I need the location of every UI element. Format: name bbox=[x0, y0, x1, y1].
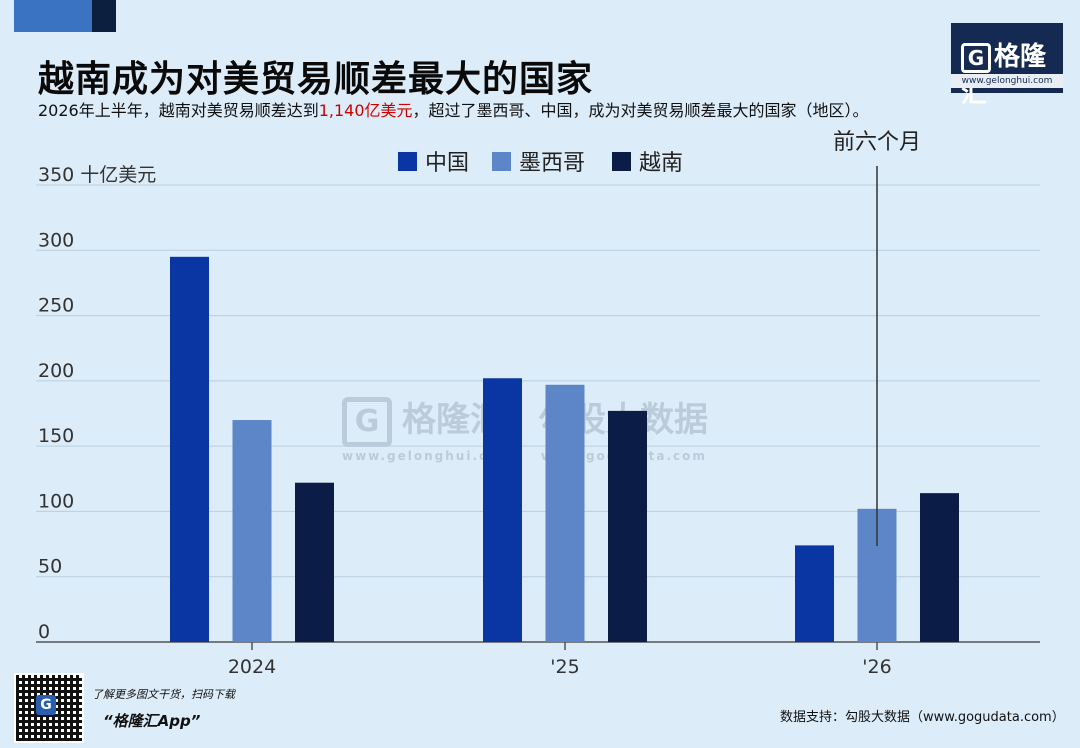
legend-swatch-墨西哥 bbox=[492, 152, 511, 171]
x-tick-label: '25 bbox=[550, 656, 579, 678]
y-tick-label: 300 bbox=[38, 229, 74, 251]
y-tick-label: 200 bbox=[38, 360, 74, 382]
y-tick-label: 100 bbox=[38, 490, 74, 512]
annotation-label: 前六个月 bbox=[833, 130, 921, 155]
y-tick-label: 50 bbox=[38, 556, 62, 578]
gelonghui-logo: G 格隆汇 www.gelonghui.com bbox=[951, 23, 1063, 109]
legend-label-中国: 中国 bbox=[425, 151, 469, 176]
bar-中国-'26 bbox=[795, 545, 834, 642]
bar-chart: 0 50 100 150 200 250 300 350 十亿美元 2024 '25 '26 中国 墨西… bbox=[36, 130, 1040, 678]
watermark-g-icon: G bbox=[342, 396, 392, 447]
x-tick-label: 2024 bbox=[228, 656, 276, 678]
bar-墨西哥-2024 bbox=[232, 420, 272, 642]
bar-墨西哥-'25 bbox=[545, 384, 585, 642]
bar-越南-'26 bbox=[920, 493, 959, 642]
x-tick-label: '26 bbox=[862, 656, 891, 678]
y-tick-label: 0 bbox=[38, 621, 50, 643]
page-title: 越南成为对美贸易顺差最大的国家 bbox=[38, 59, 594, 100]
data-source: 数据支持：勾股大数据（www.gogudata.com） bbox=[780, 710, 1065, 725]
legend-swatch-中国 bbox=[398, 152, 417, 171]
subtitle-text-end: ，超过了墨西哥、中国，成为对美贸易顺差最大的国家（地区）。 bbox=[412, 101, 869, 120]
y-tick-label: 150 bbox=[38, 425, 74, 447]
legend-label-墨西哥: 墨西哥 bbox=[519, 151, 585, 176]
bar-越南-'25 bbox=[608, 410, 647, 642]
top-accent-bar-dark bbox=[92, 0, 116, 32]
legend-label-越南: 越南 bbox=[639, 151, 683, 176]
promo-text: 了解更多图文干货，扫码下载 bbox=[92, 688, 235, 701]
promo-app-name: “格隆汇App” bbox=[103, 712, 201, 730]
bar-越南-2024 bbox=[295, 482, 334, 642]
logo-url: www.gelonghui.com bbox=[951, 74, 1063, 88]
y-tick-label: 250 bbox=[38, 295, 74, 317]
watermark-brand-url: www.gelonghui.com bbox=[342, 448, 513, 463]
bar-中国-'25 bbox=[483, 378, 522, 642]
subtitle-highlight: 1,140亿美元 bbox=[318, 101, 413, 120]
bar-中国-2024 bbox=[170, 256, 209, 642]
legend-swatch-越南 bbox=[612, 152, 631, 171]
logo-g-icon: G bbox=[961, 42, 991, 73]
qr-logo-icon: G bbox=[36, 695, 56, 715]
page-subtitle: 2026年上半年，越南对美贸易顺差达到1,140亿美元，超过了墨西哥、中国，成为… bbox=[38, 97, 869, 121]
subtitle-text-start: 2026年上半年，越南对美贸易顺差达到 bbox=[38, 101, 319, 120]
top-accent-bar bbox=[14, 0, 92, 32]
logo-mark: G 格隆汇 bbox=[961, 36, 1063, 110]
y-tick-label: 350 十亿美元 bbox=[38, 164, 156, 186]
